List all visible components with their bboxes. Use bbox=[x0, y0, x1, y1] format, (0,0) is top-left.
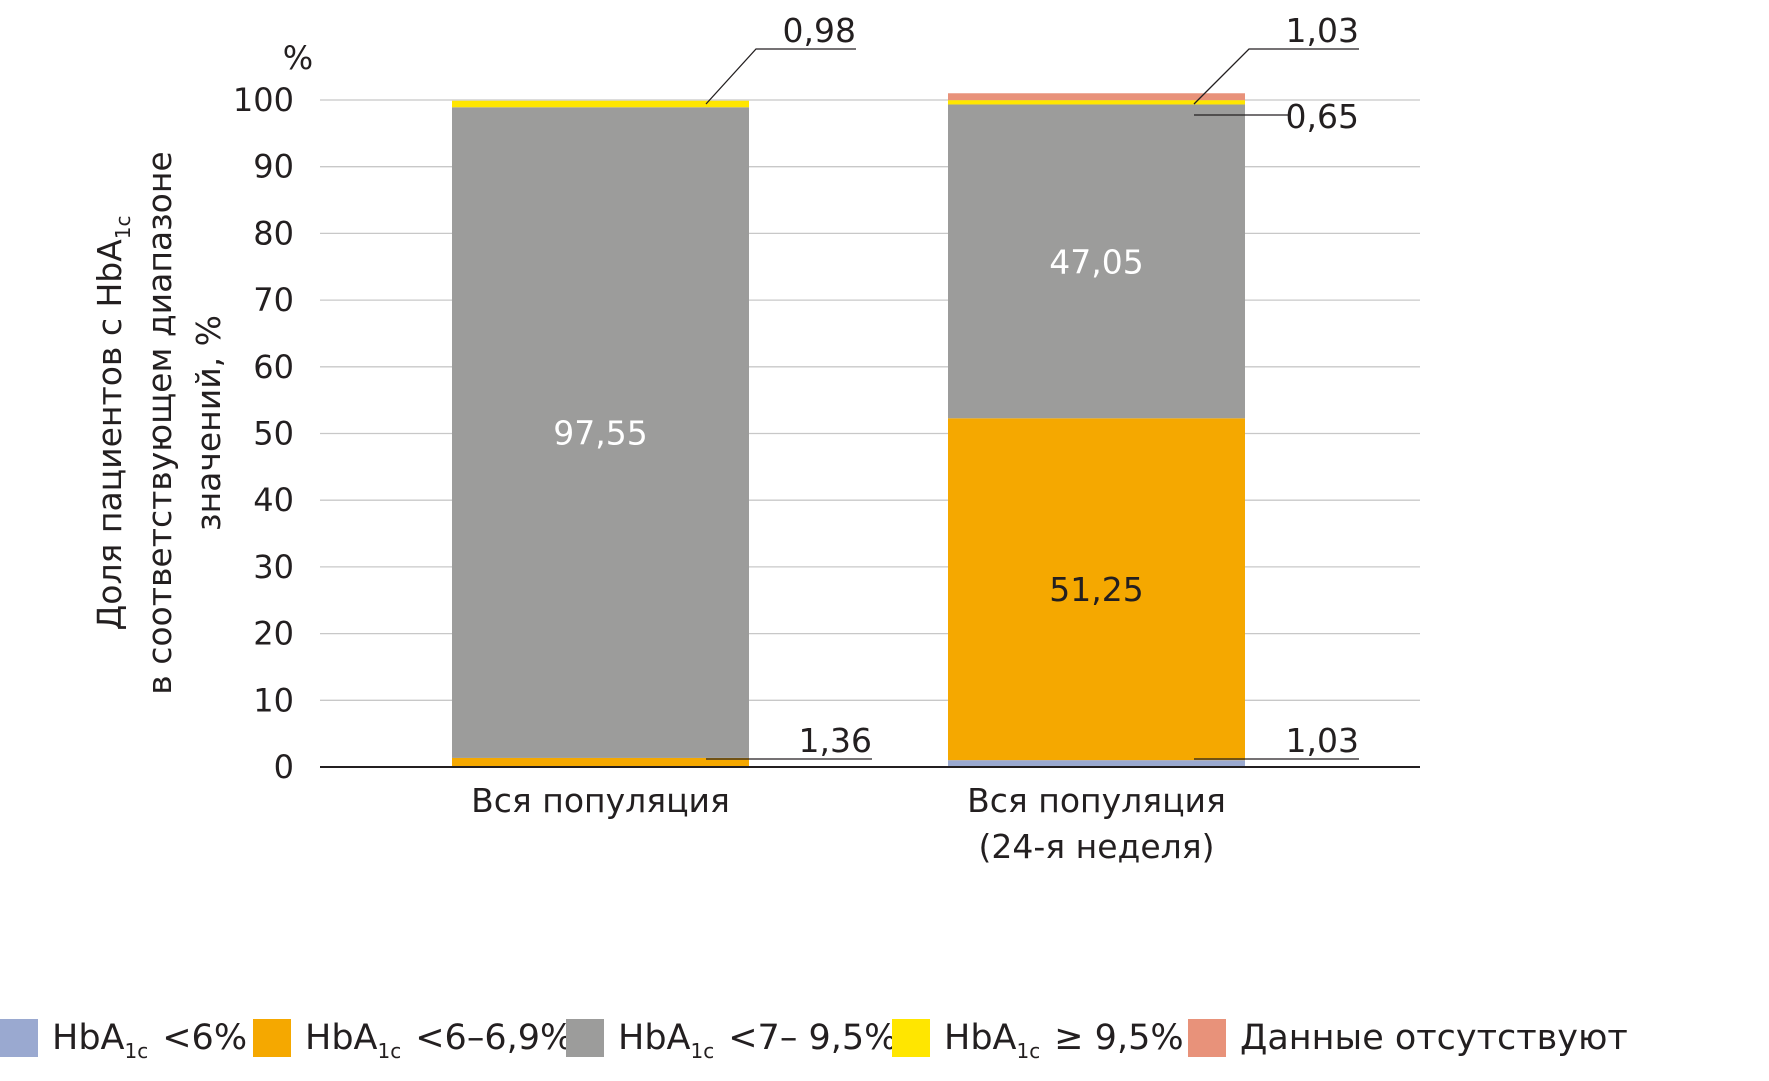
legend-item: HbA1c <6% bbox=[0, 1008, 247, 1068]
legend-item: HbA1c <7– 9,5% bbox=[566, 1008, 897, 1068]
leader-line bbox=[705, 48, 856, 105]
bar-segment bbox=[948, 93, 1245, 101]
legend-swatch bbox=[566, 1019, 604, 1057]
y-tick-label: 50 bbox=[253, 415, 294, 453]
y-axis-title-line1: Доля пациентов с HbA1c bbox=[90, 215, 135, 630]
bar-segment bbox=[452, 757, 749, 767]
callout-label: 1,03 bbox=[1286, 721, 1359, 760]
legend-item: Данные отсутствуют bbox=[1188, 1008, 1628, 1068]
callout-label: 0,65 bbox=[1286, 97, 1359, 136]
y-tick-label: 80 bbox=[253, 214, 294, 252]
bar-segment bbox=[452, 107, 749, 758]
data-labels: 97,55 47,05 51,25 0,98 1,36 1,03 0,65 1,03 bbox=[553, 11, 1359, 760]
leader-line bbox=[1193, 48, 1359, 105]
y-tick-label: 70 bbox=[253, 281, 294, 319]
legend-label: HbA1c <6% bbox=[52, 1017, 248, 1063]
y-axis-title-line3: значений, % bbox=[189, 315, 228, 531]
legend-label: HbA1c <7– 9,5% bbox=[618, 1017, 898, 1063]
y-axis-unit-label: % bbox=[283, 39, 313, 77]
legend-swatch bbox=[253, 1019, 291, 1057]
data-label: 97,55 bbox=[553, 414, 647, 453]
bar-segment bbox=[948, 100, 1245, 105]
y-tick-label: 0 bbox=[274, 748, 294, 786]
bar-segment bbox=[948, 104, 1245, 419]
y-tick-label: 30 bbox=[253, 548, 294, 586]
data-label: 51,25 bbox=[1049, 570, 1143, 609]
legend: HbA1c <6% HbA1c <6–6,9% HbA1c <7– 9,5% HbA1c ≥ … bbox=[0, 1008, 1769, 1068]
callout-label: 0,98 bbox=[783, 11, 856, 50]
x-axis-labels: Вся популяция Вся популяция (24-я неделя) bbox=[471, 781, 1226, 866]
bars bbox=[452, 93, 1245, 767]
bar-segment bbox=[452, 100, 749, 108]
bar-segment bbox=[948, 760, 1245, 767]
y-tick-label: 10 bbox=[253, 681, 294, 719]
x-category-label: Вся популяция bbox=[967, 781, 1226, 820]
legend-item: HbA1c <6–6,9% bbox=[253, 1008, 573, 1068]
x-category-label: Вся популяция bbox=[471, 781, 730, 820]
legend-swatch bbox=[1188, 1019, 1226, 1057]
y-tick-label: 90 bbox=[253, 148, 294, 186]
callout-label: 1,03 bbox=[1286, 11, 1359, 50]
legend-swatch bbox=[0, 1019, 38, 1057]
legend-swatch bbox=[892, 1019, 930, 1057]
x-category-label: (24-я неделя) bbox=[979, 827, 1215, 866]
y-tick-label: 60 bbox=[253, 348, 294, 386]
axes: % Доля пациентов с HbA1c в соответствующ… bbox=[90, 39, 1420, 786]
legend-item: HbA1c ≥ 9,5% bbox=[892, 1008, 1184, 1068]
callout-label: 1,36 bbox=[799, 721, 872, 760]
y-axis-title: Доля пациентов с HbA1c в соответствующем… bbox=[90, 151, 228, 694]
data-label: 47,05 bbox=[1049, 242, 1143, 281]
legend-label: Данные отсутствуют bbox=[1240, 1017, 1628, 1058]
y-tick-label: 20 bbox=[253, 615, 294, 653]
y-tick-label: 40 bbox=[253, 481, 294, 519]
y-axis-title-line2: в соответствующем диапазоне bbox=[140, 151, 179, 694]
y-tick-label: 100 bbox=[233, 81, 294, 119]
legend-label: HbA1c <6–6,9% bbox=[305, 1017, 574, 1063]
bar-segment bbox=[948, 418, 1245, 761]
legend-label: HbA1c ≥ 9,5% bbox=[944, 1017, 1184, 1063]
